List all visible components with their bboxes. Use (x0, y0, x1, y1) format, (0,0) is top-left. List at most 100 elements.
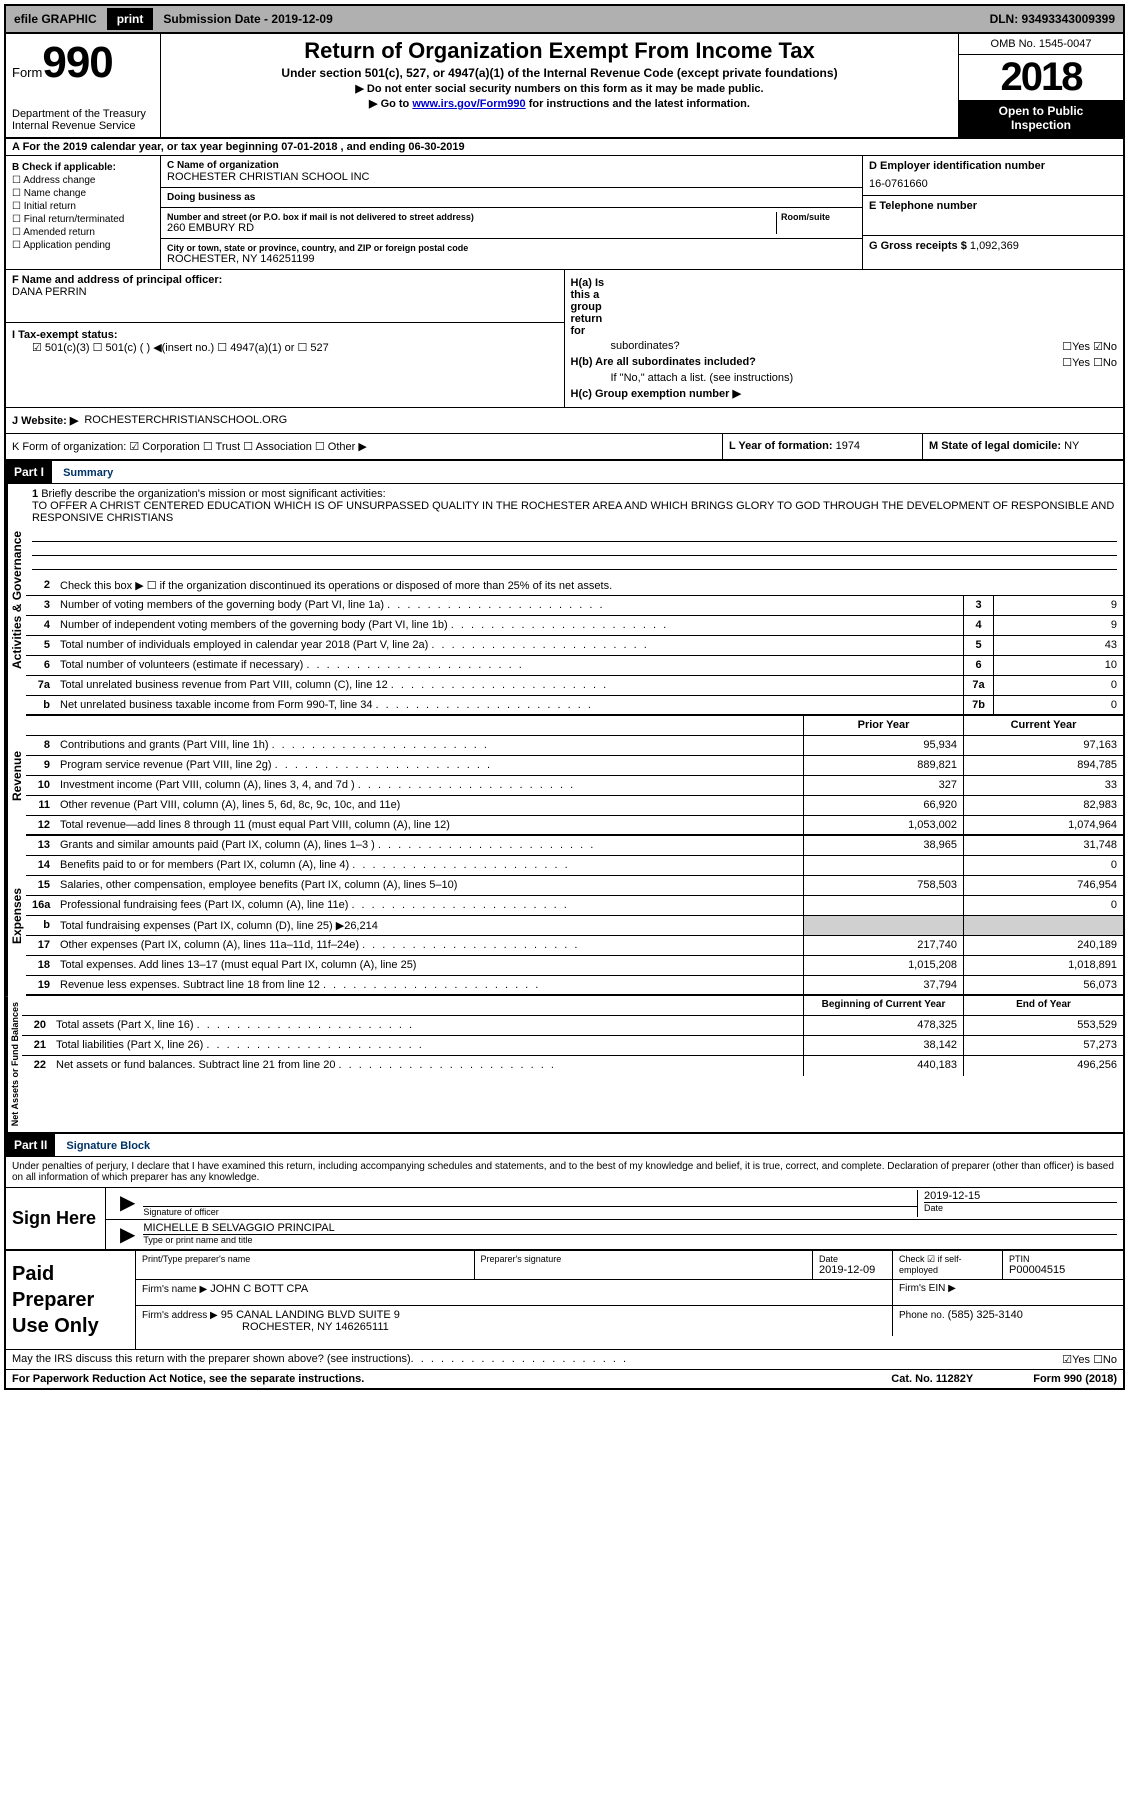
omb-number: OMB No. 1545-0047 (959, 34, 1123, 55)
signature-arrow-icon: ▶ (112, 1190, 143, 1217)
hb-note: If "No," attach a list. (see instruction… (611, 372, 794, 384)
part-ii-header: Part II Signature Block (6, 1134, 1123, 1157)
row-a-tax-year: A For the 2019 calendar year, or tax yea… (6, 139, 1123, 156)
activities-governance-section: Activities & Governance 1 Briefly descri… (6, 484, 1123, 716)
firm-ein-cell: Firm's EIN ▶ (893, 1280, 1123, 1305)
line-18: 18 Total expenses. Add lines 13–17 (must… (26, 956, 1123, 976)
top-bar: efile GRAPHIC print Submission Date - 20… (6, 6, 1123, 34)
revenue-section: Revenue Prior Year Current Year 8 Contri… (6, 716, 1123, 836)
line-5-value: 43 (993, 636, 1123, 655)
header-left: Form990 Department of the Treasury Inter… (6, 34, 161, 137)
check-final-return[interactable]: ☐ Final return/terminated (12, 214, 154, 225)
box-b: B Check if applicable: ☐ Address change … (6, 156, 161, 269)
gross-label: G Gross receipts $ (869, 240, 967, 252)
self-employed-check[interactable]: Check ☑ if self-employed (893, 1251, 1003, 1279)
mission-rule-2 (32, 542, 1117, 556)
ein-label: D Employer identification number (869, 160, 1117, 172)
declaration-text: Under penalties of perjury, I declare th… (6, 1157, 1123, 1188)
paid-preparer-section: Paid Preparer Use Only Print/Type prepar… (6, 1251, 1123, 1350)
line-2: 2 Check this box ▶ ☐ if the organization… (26, 576, 1123, 596)
ag-side-label: Activities & Governance (6, 484, 26, 716)
box-b-title: B Check if applicable: (12, 162, 154, 173)
org-name: ROCHESTER CHRISTIAN SCHOOL INC (167, 171, 856, 183)
box-l: L Year of formation: 1974 (723, 434, 923, 459)
form-subtitle: Under section 501(c), 527, or 4947(a)(1)… (169, 66, 950, 80)
city-label: City or town, state or province, country… (167, 243, 856, 253)
form-version: Form 990 (2018) (1033, 1373, 1117, 1385)
line-12: 12 Total revenue—add lines 8 through 11 … (26, 816, 1123, 836)
irs-form990-link[interactable]: www.irs.gov/Form990 (412, 98, 525, 110)
dln-label: DLN: 93493343009399 (982, 8, 1123, 30)
line-17: 17 Other expenses (Part IX, column (A), … (26, 936, 1123, 956)
line-6: 6 Total number of volunteers (estimate i… (26, 656, 1123, 676)
mission-block: 1 Briefly describe the organization's mi… (26, 484, 1123, 528)
tel-label: E Telephone number (869, 200, 1117, 212)
check-initial-return[interactable]: ☐ Initial return (12, 201, 154, 212)
begin-year-header: Beginning of Current Year (803, 996, 963, 1015)
ptin: PTIN P00004515 (1003, 1251, 1123, 1279)
street-value: 260 EMBURY RD (167, 222, 776, 234)
preparer-sig-header: Preparer's signature (475, 1251, 814, 1279)
website-label: J Website: ▶ (12, 414, 78, 427)
line-7a: 7a Total unrelated business revenue from… (26, 676, 1123, 696)
header-right: OMB No. 1545-0047 2018 Open to Public In… (958, 34, 1123, 137)
line-3: 3 Number of voting members of the govern… (26, 596, 1123, 616)
sign-here-label: Sign Here (6, 1188, 106, 1249)
line-20: 20 Total assets (Part X, line 16) 478,32… (22, 1016, 1123, 1036)
line-14: 14 Benefits paid to or for members (Part… (26, 856, 1123, 876)
firm-address-cell: Firm's address ▶ 95 CANAL LANDING BLVD S… (136, 1306, 893, 1336)
line-3-value: 9 (993, 596, 1123, 615)
line-5: 5 Total number of individuals employed i… (26, 636, 1123, 656)
hint-link: ▶ Go to www.irs.gov/Form990 for instruct… (169, 97, 950, 110)
check-app-pending[interactable]: ☐ Application pending (12, 240, 154, 251)
print-button[interactable]: print (107, 8, 154, 30)
line-8: 8 Contributions and grants (Part VIII, l… (26, 736, 1123, 756)
line-4-value: 9 (993, 616, 1123, 635)
gross-value: 1,092,369 (970, 240, 1019, 252)
net-side-label: Net Assets or Fund Balances (6, 996, 22, 1132)
line-16a: 16a Professional fundraising fees (Part … (26, 896, 1123, 916)
ha-yesno[interactable]: ☐Yes ☑No (1062, 340, 1117, 353)
paperwork-notice: For Paperwork Reduction Act Notice, see … (12, 1373, 364, 1385)
footer: For Paperwork Reduction Act Notice, see … (6, 1370, 1123, 1388)
preparer-name-header: Print/Type preparer's name (136, 1251, 475, 1279)
tax-status-options[interactable]: ☑ 501(c)(3) ☐ 501(c) ( ) ◀(insert no.) ☐… (32, 342, 329, 354)
public-inspection-badge: Open to Public Inspection (959, 100, 1123, 137)
line-15: 15 Salaries, other compensation, employe… (26, 876, 1123, 896)
expenses-side-label: Expenses (6, 836, 26, 996)
tax-status-label: I Tax-exempt status: (12, 329, 118, 341)
k-l-m-row: K Form of organization: ☑ Corporation ☐ … (6, 434, 1123, 461)
box-m: M State of legal domicile: NY (923, 434, 1123, 459)
check-address-change[interactable]: ☐ Address change (12, 175, 154, 186)
box-k[interactable]: K Form of organization: ☑ Corporation ☐ … (6, 434, 723, 459)
rev-headers: Prior Year Current Year (26, 716, 1123, 736)
city-value: ROCHESTER, NY 146251199 (167, 253, 856, 265)
box-f-i: F Name and address of principal officer:… (6, 270, 565, 407)
firm-name-cell: Firm's name ▶ JOHN C BOTT CPA (136, 1280, 893, 1305)
preparer-date: Date 2019-12-09 (813, 1251, 893, 1279)
efile-label: efile GRAPHIC (6, 8, 105, 30)
prior-year-header: Prior Year (803, 716, 963, 735)
ein-value: 16-0761660 (869, 178, 1117, 190)
check-amended[interactable]: ☐ Amended return (12, 227, 154, 238)
hb-yesno[interactable]: ☐Yes ☐No (1062, 356, 1117, 369)
current-year-header: Current Year (963, 716, 1123, 735)
box-d-e-g: D Employer identification number 16-0761… (863, 156, 1123, 269)
form-header: Form990 Department of the Treasury Inter… (6, 34, 1123, 139)
discuss-yesno[interactable]: ☑Yes ☐No (1062, 1353, 1117, 1366)
form-990-page: efile GRAPHIC print Submission Date - 20… (4, 4, 1125, 1390)
form-number: Form990 (12, 38, 154, 88)
check-name-change[interactable]: ☐ Name change (12, 188, 154, 199)
type-print-label: Type or print name and title (143, 1234, 1117, 1245)
hc-label: H(c) Group exemption number ▶ (571, 387, 741, 400)
cat-number: Cat. No. 11282Y (891, 1373, 973, 1385)
website-value: ROCHESTERCHRISTIANSCHOOL.ORG (84, 414, 287, 427)
mission-rule-1 (32, 528, 1117, 542)
tax-year: 2018 (959, 55, 1123, 100)
form-title: Return of Organization Exempt From Incom… (169, 38, 950, 64)
sign-date-value: 2019-12-15 (924, 1190, 1117, 1202)
identity-section: B Check if applicable: ☐ Address change … (6, 156, 1123, 270)
part-ii-badge: Part II (6, 1134, 55, 1156)
discuss-row: May the IRS discuss this return with the… (6, 1350, 1123, 1370)
line-22: 22 Net assets or fund balances. Subtract… (22, 1056, 1123, 1076)
